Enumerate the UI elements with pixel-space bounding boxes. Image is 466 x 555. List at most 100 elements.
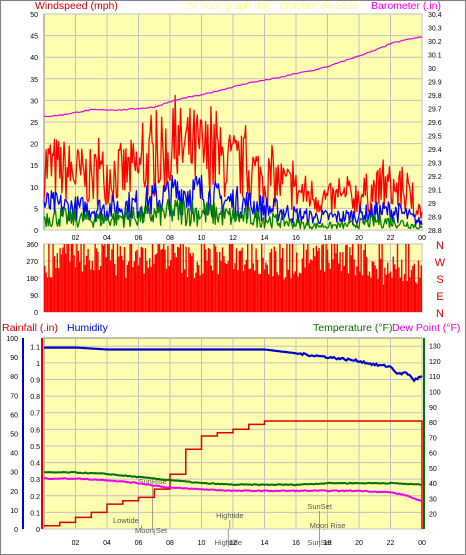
direction-bar <box>185 246 187 312</box>
direction-bar <box>223 255 225 312</box>
direction-bar <box>88 260 91 312</box>
direction-bar <box>179 244 182 312</box>
direction-bar <box>410 269 413 312</box>
direction-bar <box>84 264 86 312</box>
windspeed-tick-label: 10 <box>30 185 38 192</box>
direction-bar <box>342 252 344 312</box>
temperature-tick-label: 100 <box>429 389 441 396</box>
rain-tick-label: 0.2 <box>30 494 40 501</box>
barometer-tick-label: 30.4 <box>428 12 442 19</box>
barometer-tick-label: 29.5 <box>428 134 442 141</box>
direction-bar <box>420 265 422 312</box>
annotation-label: SunRise <box>138 477 166 486</box>
direction-bar <box>227 261 229 312</box>
direction-bar <box>266 264 268 312</box>
direction-bar <box>144 248 147 312</box>
direction-bar <box>196 261 198 312</box>
direction-bar <box>114 263 116 312</box>
direction-bar <box>221 247 224 312</box>
direction-bar <box>125 278 127 312</box>
climate-x-tick-label: 12 <box>229 540 237 547</box>
direction-bar <box>396 244 399 312</box>
direction-bar <box>178 247 180 312</box>
direction-bar <box>66 244 68 312</box>
climate-x-tick-label: 04 <box>103 540 111 547</box>
direction-axis: 0 90 180 270 360 <box>26 242 38 317</box>
direction-bar <box>367 275 369 312</box>
direction-bar <box>73 255 75 312</box>
direction-bar <box>252 263 254 312</box>
direction-bar <box>188 247 190 312</box>
direction-bar <box>291 244 294 312</box>
wind-x-tick-label: 22 <box>387 235 395 242</box>
direction-bar <box>409 277 411 312</box>
windspeed-avg-line <box>43 174 423 227</box>
direction-bar <box>325 244 327 312</box>
direction-bar <box>174 252 176 312</box>
direction-bar <box>286 244 288 312</box>
direction-bar <box>136 249 138 312</box>
direction-bar <box>237 270 239 312</box>
barometer-tick-label: 30.2 <box>428 39 442 46</box>
humidity-axis: 0 10 20 30 40 50 60 70 80 90 100 <box>6 336 24 534</box>
direction-bar <box>77 250 79 312</box>
temperature-tick-label: 60 <box>429 451 437 458</box>
wind-x-tick-label: 08 <box>166 235 174 242</box>
direction-bar <box>303 244 305 312</box>
direction-bar <box>382 284 385 312</box>
direction-bar <box>352 244 354 312</box>
direction-bar <box>361 275 364 312</box>
direction-bar <box>354 275 357 312</box>
direction-bar <box>251 244 253 312</box>
direction-bar <box>153 263 155 312</box>
annotation-label: Hightide <box>216 511 244 520</box>
direction-bar <box>76 244 78 312</box>
direction-bar <box>387 262 389 312</box>
temperature-tick-label: 30 <box>429 496 437 503</box>
barometer-tick-label: 29.9 <box>428 80 442 87</box>
direction-bar <box>282 247 284 312</box>
direction-bar <box>307 244 309 312</box>
direction-bar <box>209 249 211 312</box>
direction-bar <box>216 252 218 312</box>
direction-bar <box>97 251 99 312</box>
direction-bar <box>289 244 291 312</box>
humidity-tick-label: 100 <box>6 336 18 343</box>
direction-bar <box>249 268 252 312</box>
temperature-tick-label: 40 <box>429 481 437 488</box>
direction-bar <box>154 254 156 312</box>
direction-bar <box>63 244 65 312</box>
direction-bar <box>53 256 56 312</box>
temperature-axis: 20 30 40 50 60 70 80 90 100 110 120 130 <box>423 338 441 529</box>
direction-bar <box>269 252 271 312</box>
direction-bar <box>259 273 261 312</box>
compass-label: E <box>436 291 443 303</box>
direction-bar <box>81 271 84 312</box>
wind-grid <box>44 13 423 231</box>
direction-bar <box>115 275 117 312</box>
barometer-title: Barometer (.in) <box>371 0 441 12</box>
direction-bar <box>388 273 390 312</box>
direction-bar <box>130 244 133 312</box>
direction-bar <box>156 253 158 312</box>
wind-x-tick-label: 14 <box>261 235 269 242</box>
direction-bar <box>151 244 154 312</box>
direction-bar <box>172 244 175 312</box>
temperature-tick-label: 130 <box>429 344 441 351</box>
direction-bar <box>195 272 197 312</box>
temperature-tick-label: 110 <box>429 374 440 381</box>
windspeed-low-line <box>43 199 423 230</box>
barometer-line <box>43 36 423 118</box>
annotation-label: Lowtide <box>113 516 139 525</box>
dew-point-title: Dew Point (°F) <box>392 322 460 334</box>
direction-bar <box>298 272 301 312</box>
climate-x-tick-label: 20 <box>355 540 363 547</box>
direction-bar <box>416 283 418 312</box>
direction-bar <box>398 267 400 312</box>
direction-bar <box>296 252 298 312</box>
direction-bar <box>122 260 124 312</box>
direction-bar <box>164 249 166 312</box>
direction-bar <box>329 268 331 312</box>
direction-bar <box>126 264 128 312</box>
